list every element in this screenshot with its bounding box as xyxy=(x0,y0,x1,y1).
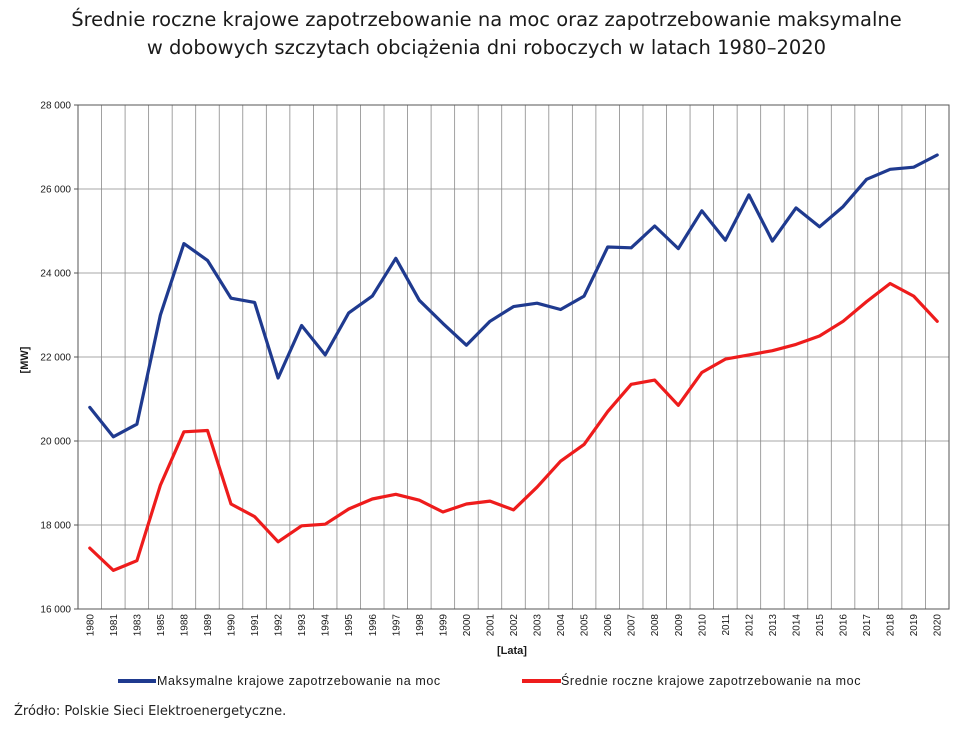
x-tick-label: 1989 xyxy=(203,614,214,637)
x-axis-label: [Lata] xyxy=(497,645,527,657)
x-tick-label: 2014 xyxy=(791,614,802,637)
x-tick-label: 2016 xyxy=(839,614,850,637)
x-tick-label: 1996 xyxy=(368,614,379,637)
x-tick-label: 2007 xyxy=(627,614,638,637)
x-tick-label: 1994 xyxy=(321,614,332,637)
y-axis-label: [MW] xyxy=(19,346,31,373)
y-tick-label: 20 000 xyxy=(40,437,71,448)
x-tick-label: 2002 xyxy=(509,614,520,637)
x-tick-label: 1998 xyxy=(415,614,426,637)
x-tick-label: 2001 xyxy=(485,614,496,637)
x-tick-label: 2018 xyxy=(886,614,897,637)
x-tick-label: 2004 xyxy=(556,614,567,637)
y-tick-label: 18 000 xyxy=(40,521,71,532)
x-tick-label: 1980 xyxy=(85,614,96,637)
x-tick-label: 2008 xyxy=(650,614,661,637)
x-tick-label: 2015 xyxy=(815,614,826,637)
y-tick-label: 26 000 xyxy=(40,185,71,196)
x-tick-label: 1981 xyxy=(109,614,120,637)
x-tick-label: 1992 xyxy=(274,614,285,637)
x-tick-label: 1993 xyxy=(297,614,308,637)
x-tick-label: 2003 xyxy=(533,614,544,637)
x-tick-label: 1991 xyxy=(250,614,261,637)
legend: Maksymalne krajowe zapotrzebowanie na mo… xyxy=(118,673,861,688)
y-tick-label: 28 000 xyxy=(40,101,71,112)
x-tick-label: 1983 xyxy=(132,614,143,637)
line-chart: 16 000 18 000 20 000 22 000 24 000 26 000 28 0… xyxy=(19,101,950,688)
x-tick-label: 2012 xyxy=(744,614,755,637)
series-line-avg xyxy=(88,281,939,573)
x-tick-label: 2000 xyxy=(462,614,473,637)
y-tick-label: 24 000 xyxy=(40,269,71,280)
chart-title-line-2: w dobowych szczytach obciążenia dni robo… xyxy=(146,36,827,59)
chart-title-line-1: Średnie roczne krajowe zapotrzebowanie n… xyxy=(71,8,902,31)
x-tick-label: 1995 xyxy=(344,614,355,637)
y-tick-label: 16 000 xyxy=(40,605,71,616)
x-tick-label: 2006 xyxy=(603,614,614,637)
chart-title: Średnie roczne krajowe zapotrzebowanie n… xyxy=(0,6,973,62)
x-tick-label: 2019 xyxy=(909,614,920,637)
source-note: Źródło: Polskie Sieci Elektroenergetyczn… xyxy=(14,704,287,719)
x-tick-label: 1999 xyxy=(438,614,449,637)
x-tick-label: 2020 xyxy=(933,614,944,637)
x-tick-label: 1990 xyxy=(227,614,238,637)
y-tick-label: 22 000 xyxy=(40,353,71,364)
series-line-max xyxy=(88,153,939,439)
x-tick-label: 2010 xyxy=(697,614,708,637)
x-tick-label: 1985 xyxy=(156,614,167,637)
grid xyxy=(78,104,949,610)
legend-label-avg: Średnie roczne krajowe zapotrzebowanie n… xyxy=(561,673,861,688)
y-axis-ticks: 16 000 18 000 20 000 22 000 24 000 26 000 28 0… xyxy=(40,101,78,616)
x-tick-label: 2017 xyxy=(862,614,873,637)
x-tick-label: 2005 xyxy=(580,614,591,637)
x-tick-label: 1997 xyxy=(391,614,402,637)
legend-label-max: Maksymalne krajowe zapotrzebowanie na mo… xyxy=(157,674,441,688)
x-tick-label: 2011 xyxy=(721,614,732,636)
x-tick-label: 2009 xyxy=(674,614,685,637)
x-tick-label: 1988 xyxy=(179,614,190,637)
series-lines xyxy=(88,153,939,573)
x-tick-label: 2013 xyxy=(768,614,779,637)
x-axis-ticks: 1980 1981 1983 1985 1988 1989 1990 1991 1992 1993… xyxy=(85,614,943,637)
